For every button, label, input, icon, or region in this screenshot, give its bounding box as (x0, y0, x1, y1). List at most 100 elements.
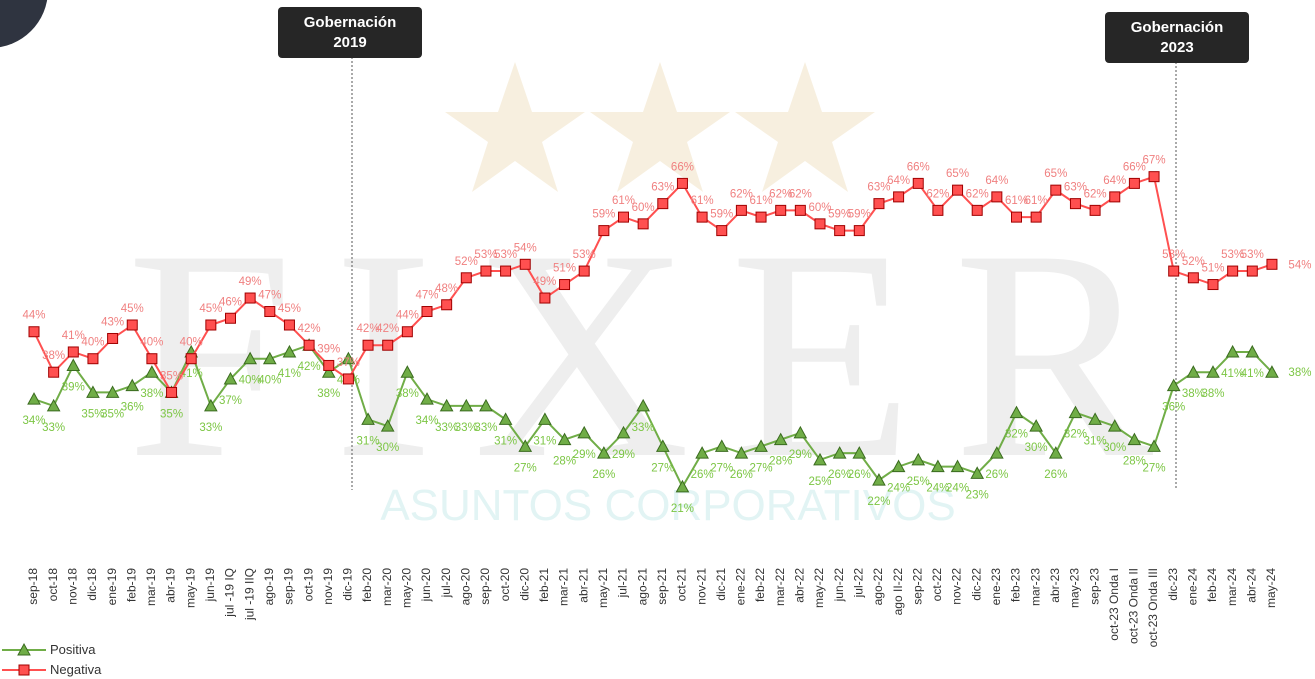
data-label: 39% (317, 343, 340, 355)
marker (832, 446, 847, 459)
marker (1109, 191, 1121, 203)
marker (657, 198, 669, 210)
marker (441, 299, 453, 311)
data-label: 33% (199, 422, 222, 434)
data-label: 27% (1143, 462, 1166, 474)
data-label: 41% (180, 368, 203, 380)
marker (145, 365, 159, 378)
marker (1011, 211, 1022, 223)
x-tick-label: oct-23 Onda II (1127, 568, 1141, 644)
data-label: 37% (337, 357, 360, 369)
x-tick-label: may-20 (400, 568, 414, 608)
marker (380, 419, 395, 432)
x-tick-label: ago-20 (458, 568, 472, 606)
data-label: 26% (691, 469, 714, 481)
data-label: 38% (42, 350, 65, 362)
marker (342, 373, 354, 385)
marker (1168, 265, 1180, 277)
data-label: 52% (1182, 256, 1205, 268)
marker (518, 439, 533, 452)
marker (773, 432, 788, 446)
data-label: 61% (1005, 195, 1028, 207)
marker (1187, 272, 1199, 284)
data-label: 53% (494, 249, 517, 261)
marker (872, 473, 886, 486)
data-label: 24% (887, 483, 910, 495)
x-tick-label: abr-24 (1244, 568, 1258, 603)
data-label: 28% (769, 456, 792, 468)
data-label: 53% (474, 249, 497, 261)
marker (421, 306, 433, 318)
data-label: 24% (926, 483, 949, 495)
x-tick-label: nov-22 (950, 568, 964, 605)
data-label: 49% (239, 276, 262, 288)
data-label: 38% (396, 388, 419, 400)
x-tick-label: mar-22 (773, 568, 787, 606)
data-label: 25% (808, 476, 831, 488)
marker (1266, 258, 1278, 270)
marker (420, 392, 434, 405)
x-tick-label: ene-22 (734, 568, 748, 606)
marker (66, 358, 81, 371)
data-label: 48% (435, 283, 458, 295)
x-tick-label: sep-23 (1087, 568, 1101, 605)
data-label: 22% (867, 496, 890, 508)
marker (459, 398, 474, 412)
annotation-text: 2019 (333, 34, 366, 51)
data-label: 59% (828, 209, 851, 221)
marker (675, 479, 690, 493)
marker (1186, 365, 1201, 378)
marker (793, 425, 808, 439)
marker (557, 432, 572, 446)
data-label: 35% (160, 370, 183, 382)
x-tick-label: mar-21 (557, 568, 571, 606)
x-tick-label: mar-23 (1028, 568, 1042, 606)
marker (538, 412, 552, 425)
data-label: 33% (474, 422, 497, 434)
marker (794, 204, 806, 216)
marker (86, 385, 100, 398)
data-label: 26% (828, 469, 851, 481)
marker (1128, 177, 1140, 189)
marker (1225, 344, 1240, 358)
data-label: 61% (612, 195, 635, 207)
data-label: 40% (258, 375, 281, 387)
data-label: 65% (946, 168, 969, 180)
x-tick-label: mar-24 (1225, 568, 1239, 606)
x-tick-label: feb-24 (1205, 568, 1219, 602)
x-tick-label: sep-18 (26, 568, 40, 605)
data-label: 36% (121, 402, 144, 414)
data-label: 38% (1201, 388, 1224, 400)
marker (754, 439, 768, 452)
marker (283, 319, 295, 331)
data-label: 24% (946, 483, 969, 495)
marker (931, 459, 945, 473)
marker (578, 265, 590, 277)
data-label: 43% (101, 316, 124, 328)
marker (1009, 405, 1024, 419)
data-label: 52% (455, 256, 478, 268)
marker (1029, 419, 1043, 432)
marker (676, 177, 688, 189)
data-label: 63% (651, 182, 674, 194)
marker (539, 292, 551, 304)
x-tick-label: jun-19 (203, 568, 217, 603)
x-tick-label: sep-20 (478, 568, 492, 605)
data-label: 64% (1103, 175, 1126, 187)
marker (262, 351, 277, 365)
marker (1265, 365, 1279, 378)
data-label: 54% (1288, 259, 1311, 271)
marker (1107, 419, 1122, 432)
data-label: 26% (730, 469, 753, 481)
marker (716, 225, 728, 237)
legend-label: Negativa (50, 662, 102, 677)
data-label: 62% (789, 188, 812, 200)
marker (559, 279, 571, 291)
data-label: 35% (101, 408, 124, 420)
marker (714, 439, 729, 452)
x-tick-label: jun-22 (832, 568, 846, 603)
data-label: 65% (1044, 168, 1067, 180)
marker (321, 365, 336, 378)
marker (971, 204, 983, 216)
data-label: 42% (376, 323, 399, 335)
